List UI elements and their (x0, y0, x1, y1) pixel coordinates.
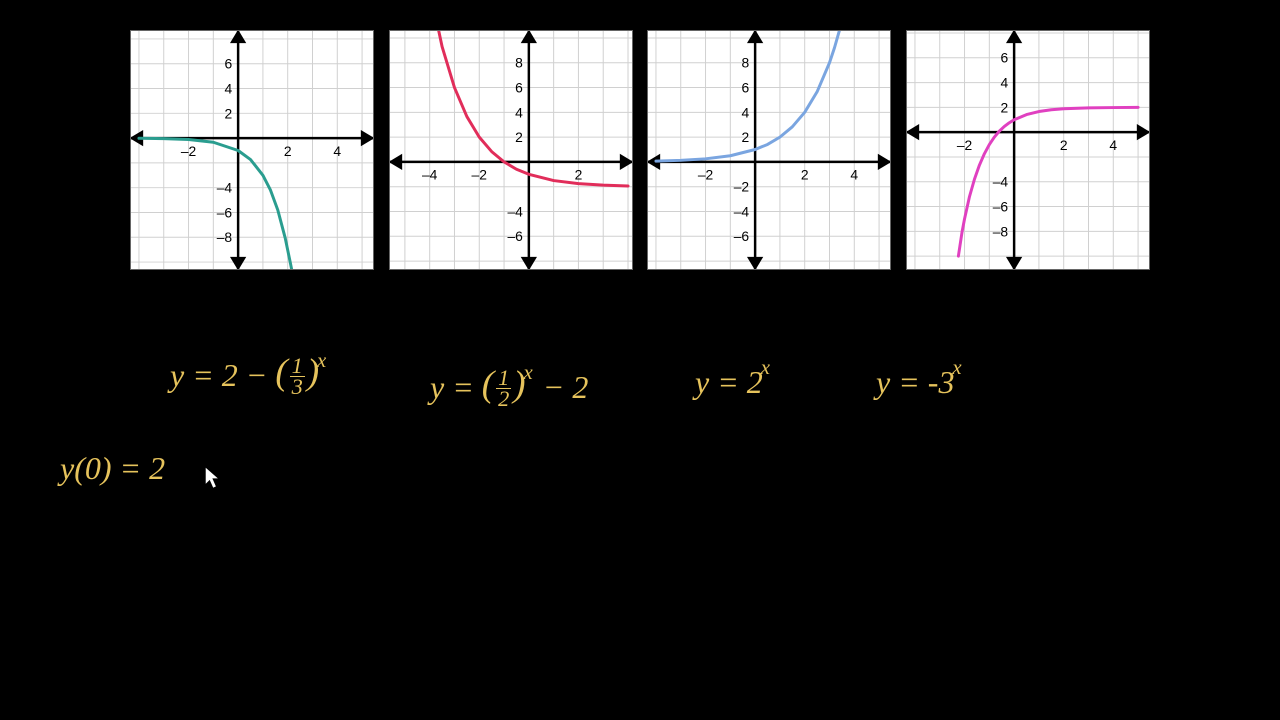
eq1-lead: y = 2 − (170, 357, 267, 393)
svg-text:–2: –2 (471, 167, 487, 183)
svg-text:4: 4 (851, 167, 859, 183)
chart-4: –2 2 4 –8 –6 –4 2 4 6 (906, 30, 1150, 270)
svg-text:4: 4 (1109, 137, 1117, 153)
svg-text:–2: –2 (698, 167, 714, 183)
svg-text:–8: –8 (993, 223, 1009, 239)
svg-text:–2: –2 (181, 143, 197, 159)
svg-text:6: 6 (224, 56, 232, 72)
svg-text:2: 2 (742, 129, 750, 145)
svg-text:–2: –2 (957, 137, 973, 153)
chart-1-svg: –2 2 4 –8 –6 –4 2 4 6 (131, 31, 373, 269)
working-line: y(0) = 2 (60, 450, 165, 487)
svg-text:–2: –2 (734, 179, 750, 195)
chart-2-svg: –4 –2 2 –6 –4 2 4 6 8 (390, 31, 632, 269)
chart-3: –2 2 4 –6 –4 –2 2 4 6 8 (647, 30, 891, 270)
svg-text:2: 2 (284, 143, 292, 159)
svg-text:8: 8 (515, 55, 523, 71)
svg-text:–6: –6 (507, 228, 523, 244)
svg-text:–4: –4 (993, 174, 1009, 190)
svg-text:4: 4 (742, 104, 750, 120)
eq2-lead: y = (430, 369, 474, 405)
svg-text:4: 4 (333, 143, 341, 159)
equation-4: y = -3x (876, 364, 964, 401)
cursor-icon (204, 466, 222, 490)
working-text: y(0) = 2 (60, 450, 165, 486)
svg-text:–4: –4 (422, 167, 438, 183)
svg-text:–4: –4 (734, 203, 750, 219)
svg-text:–4: –4 (217, 180, 233, 196)
equation-2: y = (12)x − 2 (430, 364, 588, 411)
svg-text:4: 4 (1000, 75, 1008, 91)
svg-text:2: 2 (1060, 137, 1068, 153)
svg-text:6: 6 (742, 79, 750, 95)
chart-4-svg: –2 2 4 –8 –6 –4 2 4 6 (907, 31, 1149, 269)
svg-text:8: 8 (742, 55, 750, 71)
svg-text:2: 2 (224, 105, 232, 121)
svg-text:–6: –6 (734, 228, 750, 244)
svg-text:4: 4 (224, 80, 232, 96)
equation-1: y = 2 − (13)x (170, 352, 328, 399)
svg-text:–4: –4 (507, 203, 523, 219)
charts-row: –2 2 4 –8 –6 –4 2 4 6 –4 –2 2 –6 –4 2 4 6 8 –2 2 4 –6 –4 –2 2 4… (0, 0, 1280, 270)
svg-text:–6: –6 (993, 198, 1009, 214)
svg-text:4: 4 (515, 104, 523, 120)
svg-text:2: 2 (574, 167, 582, 183)
equation-3: y = 2x (695, 364, 772, 401)
svg-text:2: 2 (801, 167, 809, 183)
svg-text:–6: –6 (217, 204, 233, 220)
svg-text:2: 2 (515, 129, 523, 145)
chart-2: –4 –2 2 –6 –4 2 4 6 8 (389, 30, 633, 270)
chart-1: –2 2 4 –8 –6 –4 2 4 6 (130, 30, 374, 270)
svg-text:6: 6 (515, 79, 523, 95)
chart-3-svg: –2 2 4 –6 –4 –2 2 4 6 8 (648, 31, 890, 269)
svg-text:–8: –8 (217, 229, 233, 245)
svg-text:6: 6 (1000, 50, 1008, 66)
svg-text:2: 2 (1000, 99, 1008, 115)
